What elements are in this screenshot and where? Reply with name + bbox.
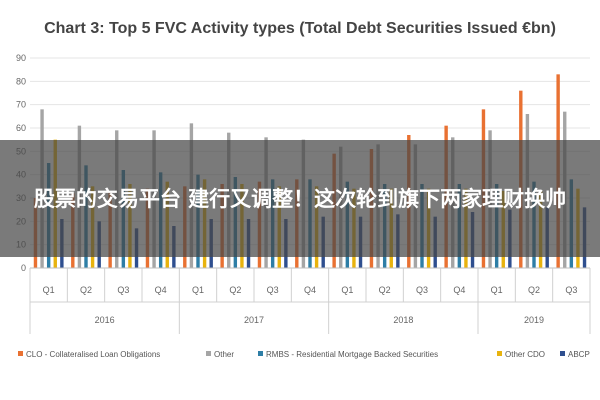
x-tick-label: Q1 — [192, 285, 204, 295]
x-tick-label: Q1 — [43, 285, 55, 295]
x-tick-label: Q2 — [528, 285, 540, 295]
y-tick-label: 60 — [16, 123, 26, 133]
y-tick-label: 80 — [16, 76, 26, 86]
legend-swatch — [206, 351, 211, 356]
overlay-headline[interactable]: 股票的交易平台 建行又调整！这次轮到旗下两家理财换帅 — [33, 186, 567, 211]
legend-swatch — [258, 351, 263, 356]
x-tick-label: Q2 — [229, 285, 241, 295]
year-label: 2018 — [393, 315, 413, 325]
y-tick-label: 0 — [21, 263, 26, 273]
x-tick-label: Q3 — [117, 285, 129, 295]
x-axis: Q1 Q2 Q3 Q4 Q1 Q2 Q3 Q4 Q1 Q2 Q3 Q4 Q1 Q2 Q3 2016 2017 20… — [29, 267, 591, 334]
legend-label: ABCP — [568, 350, 590, 359]
y-tick-label: 70 — [16, 100, 26, 110]
x-tick-label: Q2 — [379, 285, 391, 295]
x-tick-label: Q1 — [491, 285, 503, 295]
year-label: 2019 — [524, 315, 544, 325]
legend-swatch — [497, 351, 502, 356]
news-overlay-banner[interactable]: 股票的交易平台 建行又调整！这次轮到旗下两家理财换帅 — [0, 140, 600, 257]
legend-swatch — [18, 351, 23, 356]
x-tick-label: Q3 — [416, 285, 428, 295]
x-tick-label: Q1 — [341, 285, 353, 295]
x-tick-label: Q2 — [80, 285, 92, 295]
legend-label: Other CDO — [505, 350, 545, 359]
legend-label: Other — [214, 350, 234, 359]
x-tick-label: Q3 — [565, 285, 577, 295]
legend-label: CLO - Collateralised Loan Obligations — [26, 350, 160, 359]
x-tick-label: Q3 — [267, 285, 279, 295]
legend-label: RMBS - Residential Mortgage Backed Secur… — [266, 350, 438, 359]
year-label: 2017 — [244, 315, 264, 325]
chart-title: Chart 3: Top 5 FVC Activity types (Total… — [44, 20, 556, 37]
year-label: 2016 — [95, 315, 115, 325]
x-tick-label: Q4 — [155, 285, 167, 295]
x-tick-label: Q4 — [453, 285, 465, 295]
legend: CLO - Collateralised Loan Obligations Oth… — [18, 350, 590, 359]
y-tick-label: 90 — [16, 53, 26, 63]
x-tick-label: Q4 — [304, 285, 316, 295]
legend-swatch — [560, 351, 565, 356]
